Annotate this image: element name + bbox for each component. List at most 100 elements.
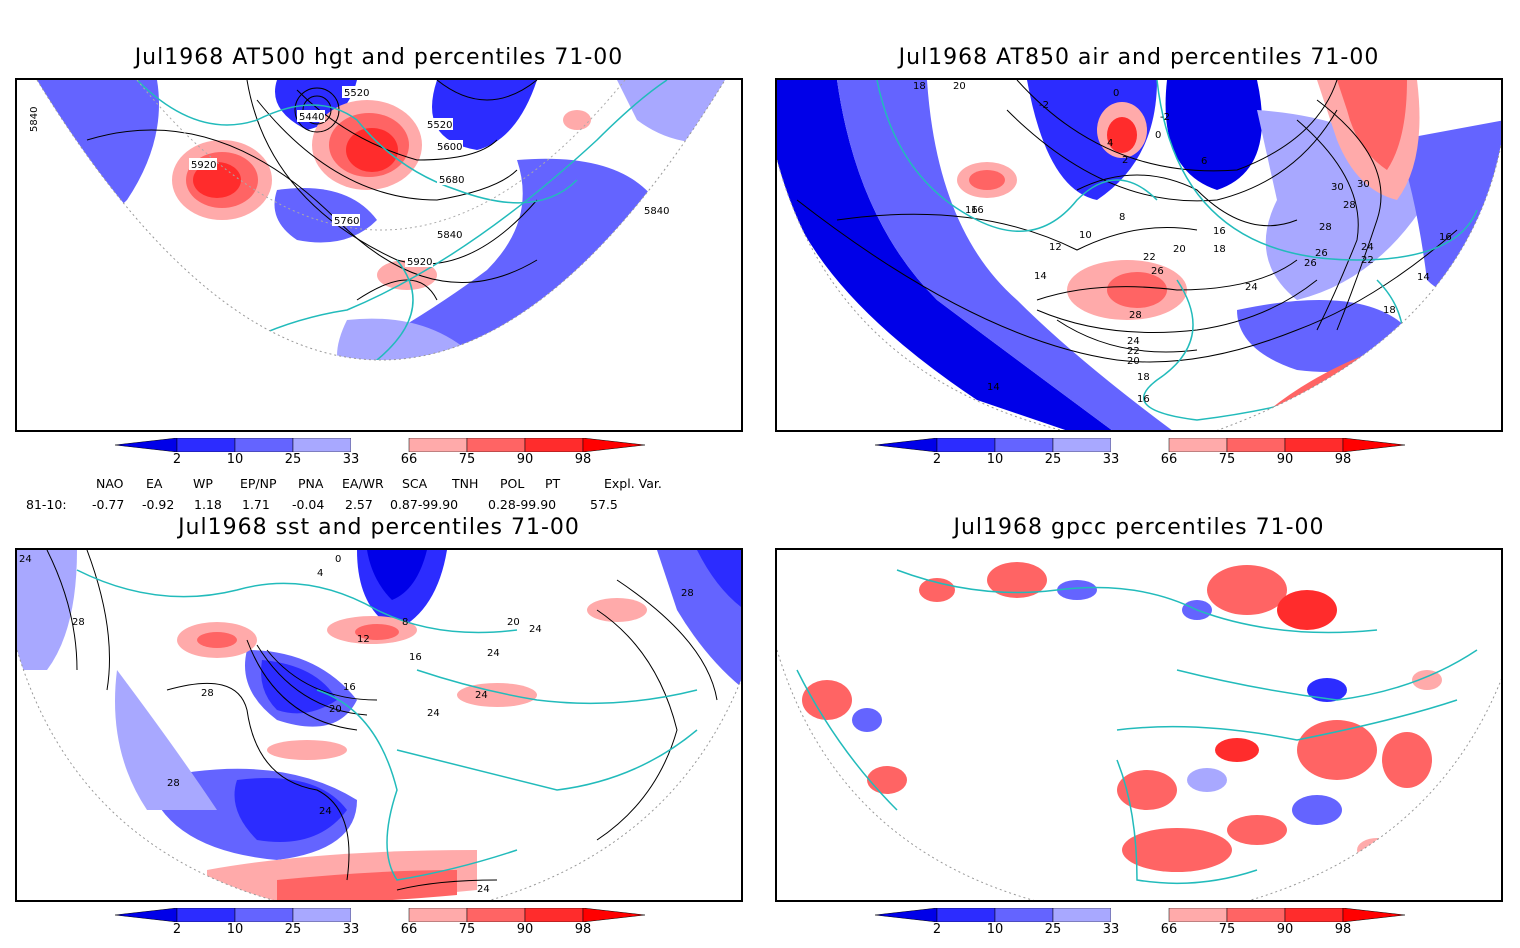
contour-label: 24 bbox=[319, 806, 332, 817]
panel-4-map bbox=[775, 548, 1503, 902]
colorbar-tick: 75 bbox=[458, 452, 476, 467]
contour-label: 26 bbox=[1151, 266, 1164, 277]
panel-2-contour-labels: 18 20 -2 0 -2 4 0 2 6 8 10 12 14 16 16 1… bbox=[913, 81, 1452, 405]
contour-label: 16 bbox=[965, 205, 978, 216]
contour-label: 16 bbox=[343, 682, 356, 693]
panel-1-map: 5840 5520 5440 5520 5600 5680 5920 5760 … bbox=[15, 78, 743, 432]
contour-label: 20 bbox=[1173, 244, 1186, 255]
contour-label: 16 bbox=[1137, 394, 1150, 405]
colorbar-tick: 75 bbox=[1218, 452, 1236, 467]
contour-label: 5920 bbox=[191, 160, 216, 171]
contour-label: 18 bbox=[1383, 305, 1396, 316]
index-header-pol: POL bbox=[500, 476, 525, 491]
colorbar-tick: 66 bbox=[1160, 452, 1178, 467]
contour-label: 5840 bbox=[437, 230, 462, 241]
panel-2-colorbar: 2 10 25 33 66 75 90 98 bbox=[875, 438, 1405, 478]
contour-label: 5760 bbox=[334, 216, 359, 227]
colorbar-tick: 98 bbox=[574, 922, 592, 937]
contour-label: 24 bbox=[1127, 336, 1140, 347]
contour-label: 0 bbox=[1155, 130, 1161, 141]
panel-1-contour-labels: 5840 5520 5440 5520 5600 5680 5920 5760 … bbox=[26, 86, 670, 268]
colorbar-tick: 2 bbox=[932, 452, 942, 467]
contour-label: 14 bbox=[987, 382, 1000, 393]
colorbar-tick: 90 bbox=[516, 452, 534, 467]
contour-label: 28 bbox=[1343, 200, 1356, 211]
contour-label: 30 bbox=[1331, 182, 1344, 193]
colorbar-tick: 33 bbox=[342, 452, 360, 467]
contour-label: 14 bbox=[1417, 272, 1430, 283]
contour-label: 28 bbox=[201, 688, 214, 699]
colorbar-tick: 90 bbox=[516, 922, 534, 937]
contour-label: 22 bbox=[1127, 346, 1140, 357]
contour-label: 24 bbox=[427, 708, 440, 719]
contour-label: 28 bbox=[1129, 310, 1142, 321]
colorbar-tick: 25 bbox=[284, 922, 302, 937]
panel-4-title: Jul1968 gpcc percentiles 71-00 bbox=[953, 515, 1325, 540]
contour-label: 20 bbox=[329, 704, 342, 715]
contour-label: 5680 bbox=[439, 175, 464, 186]
contour-label: 24 bbox=[477, 884, 490, 895]
contour-label: 24 bbox=[19, 554, 32, 565]
contour-label: 8 bbox=[1119, 212, 1125, 223]
colorbar-tick: 66 bbox=[400, 922, 418, 937]
index-header-sca: SCA bbox=[402, 476, 428, 491]
contour-label: 16 bbox=[1213, 226, 1226, 237]
panel-3-colorbar: 2 10 25 33 66 75 90 98 bbox=[115, 908, 645, 948]
contour-label: 26 bbox=[1304, 258, 1317, 269]
colorbar-tick: 10 bbox=[986, 922, 1004, 937]
colorbar-tick: 2 bbox=[932, 922, 942, 937]
colorbar-tick: 10 bbox=[226, 922, 244, 937]
panel-1-title: Jul1968 AT500 hgt and percentiles 71-00 bbox=[134, 45, 624, 70]
contour-label: 20 bbox=[953, 81, 966, 92]
contour-label: 5520 bbox=[427, 120, 452, 131]
colorbar-graphic bbox=[115, 908, 645, 922]
colorbar-tick: 2 bbox=[172, 452, 182, 467]
contour-label: 30 bbox=[1357, 179, 1370, 190]
index-value-pol: 0.28-99.90 bbox=[488, 497, 557, 512]
colorbar-tick: 66 bbox=[400, 452, 418, 467]
index-row-label: 81-10: bbox=[26, 497, 67, 512]
colorbar-tick: 90 bbox=[1276, 922, 1294, 937]
contour-label: 18 bbox=[1213, 244, 1226, 255]
contour-label: 4 bbox=[1107, 138, 1113, 149]
contour-label: 16 bbox=[409, 652, 422, 663]
index-header-pna: PNA bbox=[298, 476, 324, 491]
contour-label: 8 bbox=[402, 617, 408, 628]
contour-label: 24 bbox=[475, 690, 488, 701]
panel-4-map-graphic bbox=[777, 550, 1501, 900]
contour-label: 20 bbox=[507, 617, 520, 628]
contour-label: 12 bbox=[1049, 242, 1062, 253]
colorbar-tick: 33 bbox=[1102, 922, 1120, 937]
colorbar-tick: 10 bbox=[226, 452, 244, 467]
contour-label: 24 bbox=[487, 648, 500, 659]
panel-3-map: 24 28 0 4 8 12 16 20 24 28 28 28 16 20 2… bbox=[15, 548, 743, 902]
contour-label: 24 bbox=[1245, 282, 1258, 293]
colorbar-tick: 98 bbox=[1334, 452, 1352, 467]
colorbar-tick: 25 bbox=[1044, 452, 1062, 467]
panel-1-colorbar: 2 10 25 33 66 75 90 98 bbox=[115, 438, 645, 478]
colorbar-tick: 66 bbox=[1160, 922, 1178, 937]
index-header-nao: NAO bbox=[96, 476, 124, 491]
contour-label: -2 bbox=[1160, 112, 1170, 123]
index-header-tnh: TNH bbox=[452, 476, 479, 491]
contour-label: 16 bbox=[971, 205, 984, 216]
contour-label: 18 bbox=[913, 81, 926, 92]
panel-4-colorbar: 2 10 25 33 66 75 90 98 bbox=[875, 908, 1405, 948]
contour-label: 5840 bbox=[644, 206, 669, 217]
panel-3-contour-labels: 24 28 0 4 8 12 16 20 24 28 28 28 16 20 2… bbox=[19, 554, 694, 895]
colorbar-tick: 90 bbox=[1276, 452, 1294, 467]
index-value-nao: -0.77 bbox=[92, 497, 125, 512]
colorbar-graphic bbox=[875, 438, 1405, 452]
contour-label: 20 bbox=[1127, 356, 1140, 367]
index-header-pt: PT bbox=[545, 476, 561, 491]
index-header-eawr: EA/WR bbox=[342, 476, 384, 491]
contour-label: 28 bbox=[72, 617, 85, 628]
index-header-ea: EA bbox=[146, 476, 163, 491]
contour-label: 28 bbox=[167, 778, 180, 789]
contour-label: 22 bbox=[1143, 252, 1156, 263]
contour-label: 22 bbox=[1361, 255, 1374, 266]
contour-label: -2 bbox=[1039, 100, 1049, 111]
panel-3-title: Jul1968 sst and percentiles 71-00 bbox=[178, 515, 580, 540]
index-value-explvar: 57.5 bbox=[590, 497, 618, 512]
contour-label: 5520 bbox=[344, 88, 369, 99]
